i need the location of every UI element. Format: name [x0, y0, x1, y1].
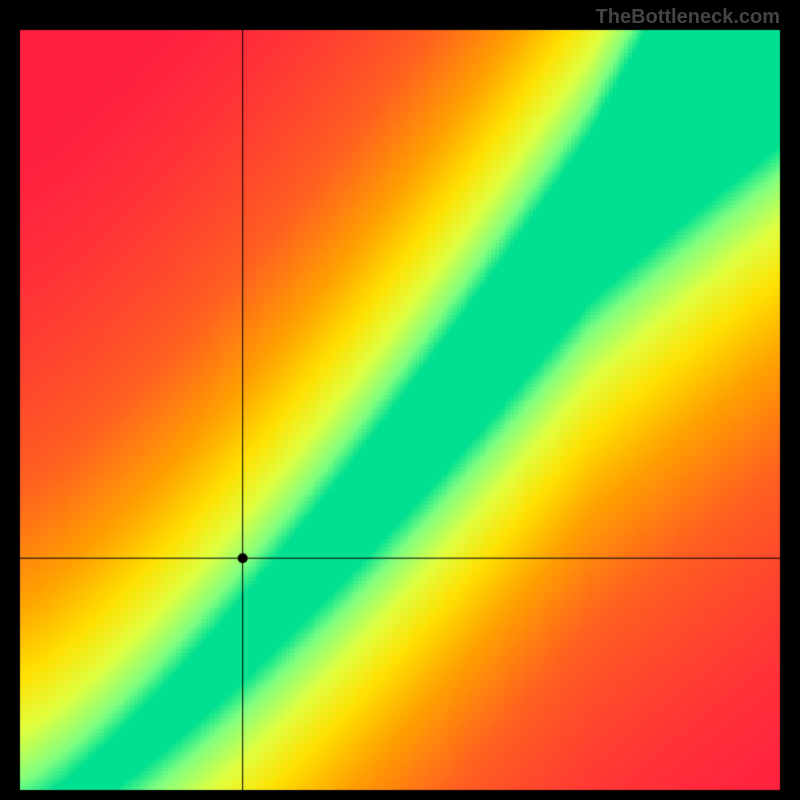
chart-container: TheBottleneck.com: [0, 0, 800, 800]
heatmap-canvas: [0, 0, 800, 800]
watermark-label: TheBottleneck.com: [596, 6, 780, 29]
